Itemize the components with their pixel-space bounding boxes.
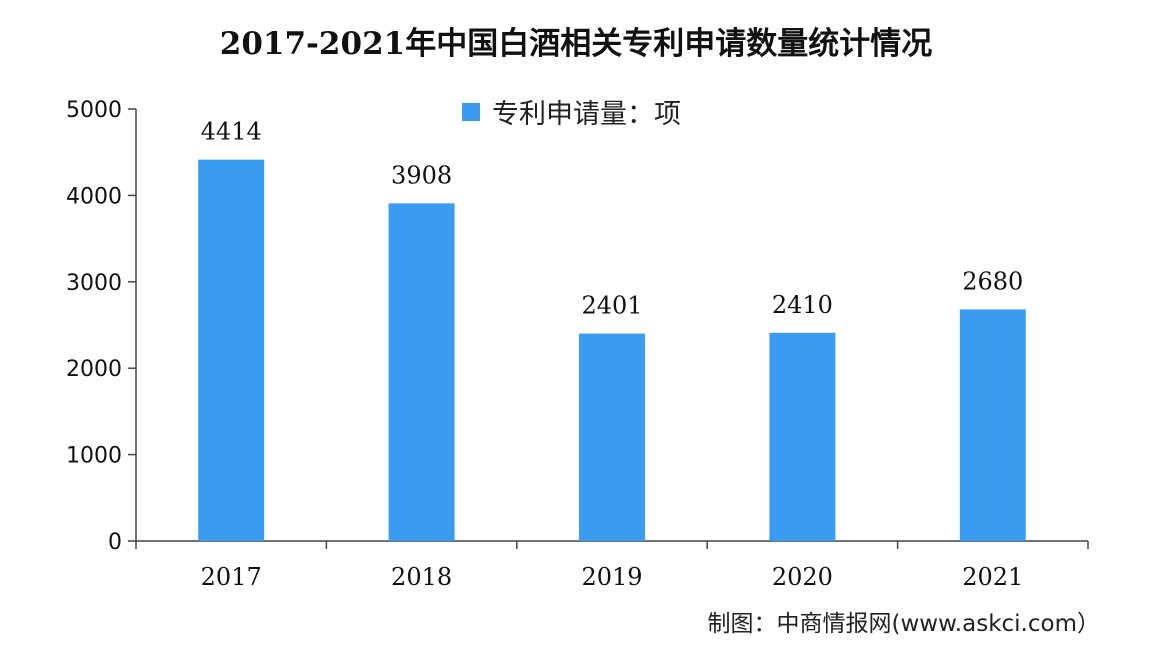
y-tick-label: 5000 (66, 98, 122, 123)
legend-swatch (462, 102, 480, 121)
legend: 专利申请量：项 (462, 92, 681, 131)
data-label: 2680 (962, 267, 1023, 295)
y-tick-label: 1000 (66, 444, 122, 469)
y-tick-label: 3000 (66, 271, 122, 296)
chart-title: 2017-2021年中国白酒相关专利申请数量统计情况 (219, 26, 933, 62)
data-label: 4414 (201, 118, 262, 146)
bar (579, 333, 645, 541)
x-tick-label: 2018 (391, 563, 452, 591)
y-tick-label: 4000 (66, 184, 122, 209)
x-tick-label: 2020 (772, 563, 833, 591)
y-tick-label: 0 (108, 530, 122, 555)
bar (388, 203, 455, 541)
y-tick-label: 2000 (66, 357, 122, 382)
bar (769, 332, 836, 541)
bar (198, 159, 265, 541)
data-label: 3908 (391, 161, 452, 189)
data-label: 2410 (772, 291, 833, 319)
x-tick-label: 2021 (962, 563, 1023, 591)
x-tick-label: 2017 (201, 563, 262, 591)
bar (959, 309, 1026, 541)
data-label: 2401 (581, 292, 642, 320)
source-note: 制图：中商情报网(www.askci.com） (707, 611, 1100, 637)
legend-label: 专利申请量：项 (492, 99, 681, 130)
x-tick-label: 2019 (581, 563, 642, 591)
